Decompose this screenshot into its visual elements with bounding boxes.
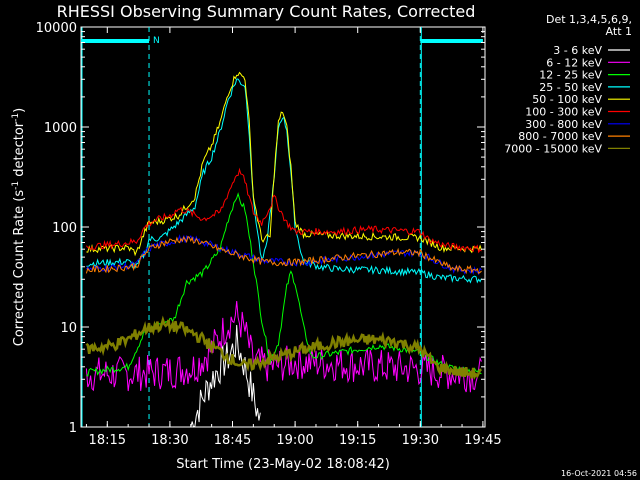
chart-title: RHESSI Observing Summary Count Rates, Co… xyxy=(57,2,476,21)
legend-label-0: 3 - 6 keV xyxy=(553,44,602,57)
x-axis-label: Start Time (23-May-02 18:08:42) xyxy=(176,457,390,472)
x-tick-label-5: 19:30 xyxy=(402,433,439,448)
tick-layer: 18:15 18:30 18:45 19:00 19:15 19:30 19:45 1 10 10… xyxy=(36,21,502,448)
legend-label-1: 6 - 12 keV xyxy=(546,56,602,69)
legend-label-5: 100 - 300 keV xyxy=(525,106,602,119)
y-tick-label-3: 1000 xyxy=(44,121,77,136)
series-line-7 xyxy=(85,235,482,275)
x-tick-label-0: 18:15 xyxy=(89,433,126,448)
y-tick-label-1: 10 xyxy=(60,321,77,336)
series-line-1 xyxy=(85,300,482,393)
night-flag-label: N xyxy=(153,36,160,46)
legend-header-0: Det 1,3,4,5,6,9, xyxy=(546,13,632,26)
x-tick-label-6: 19:45 xyxy=(464,433,501,448)
night-bar-0 xyxy=(81,39,150,43)
legend-label-4: 50 - 100 keV xyxy=(532,93,602,106)
x-tick-label-1: 18:30 xyxy=(151,433,188,448)
x-tick-label-3: 19:00 xyxy=(276,433,313,448)
y-tick-label-0: 1 xyxy=(69,421,77,436)
night-bar-1 xyxy=(420,39,483,43)
series-line-4 xyxy=(86,71,482,257)
series-line-0 xyxy=(190,324,261,428)
y-tick-label-2: 100 xyxy=(52,221,77,236)
legend-label-6: 300 - 800 keV xyxy=(525,118,602,131)
x-tick-label-4: 19:15 xyxy=(339,433,376,448)
legend-label-7: 800 - 7000 keV xyxy=(518,130,602,143)
legend-label-3: 25 - 50 keV xyxy=(539,81,602,94)
timestamp: 16-Oct-2021 04:56 xyxy=(561,469,637,478)
legend-label-2: 12 - 25 keV xyxy=(539,69,602,82)
legend-header-1: Att 1 xyxy=(606,25,632,38)
legend-label-8: 7000 - 15000 keV xyxy=(504,142,602,155)
series-line-5 xyxy=(86,167,482,254)
series-line-8 xyxy=(85,315,482,381)
y-tick-label-4: 10000 xyxy=(36,21,77,36)
y-axis-label: Corrected Count Rate (s-1 detector-1) xyxy=(11,108,27,346)
series-layer xyxy=(85,71,482,428)
x-tick-label-2: 18:45 xyxy=(214,433,251,448)
plot-frame xyxy=(80,26,486,428)
